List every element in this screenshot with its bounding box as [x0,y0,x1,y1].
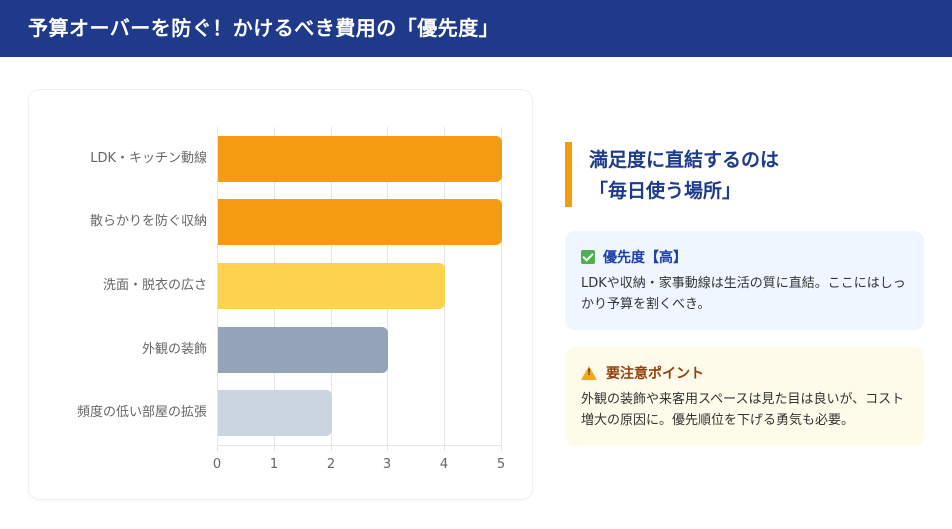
chart-bar[interactable] [218,136,502,182]
side-heading-line1: 満足度に直結するのは [589,149,780,171]
page-title: 予算オーバーを防ぐ！かけるべき費用の「優先度」 [28,16,500,40]
chart-bar[interactable] [218,390,332,436]
check-icon [581,250,595,264]
priority-high-title: 優先度【高】 [603,250,687,266]
page-header: 予算オーバーを防ぐ！かけるべき費用の「優先度」 [0,0,952,57]
caution-text: 外観の装飾や来客用スペースは見た目は良いが、コスト増大の原因に。優先順位を下げる… [581,392,905,428]
side-heading-line2: 「毎日使う場所」 [589,180,742,202]
priority-high-heading: 優先度【高】 [581,247,908,267]
side-heading: 満足度に直結するのは 「毎日使う場所」 [589,145,779,207]
caution-box: 要注意ポイント 外観の装飾や来客用スペースは見た目は良いが、コスト増大の原因に。… [565,347,924,446]
chart-bar[interactable] [218,327,388,373]
caution-heading: 要注意ポイント [581,363,908,383]
priority-high-text: LDKや収納・家事動線は生活の質に直結。ここにはしっかり予算を割くべき。 [581,276,906,312]
warning-icon [581,366,597,380]
priority-high-box: 優先度【高】 LDKや収納・家事動線は生活の質に直結。ここにはしっかり予算を割く… [565,231,924,330]
caution-title: 要注意ポイント [606,366,704,382]
chart-bar[interactable] [218,263,445,309]
accent-bar [565,142,572,207]
chart-bar[interactable] [218,199,502,245]
